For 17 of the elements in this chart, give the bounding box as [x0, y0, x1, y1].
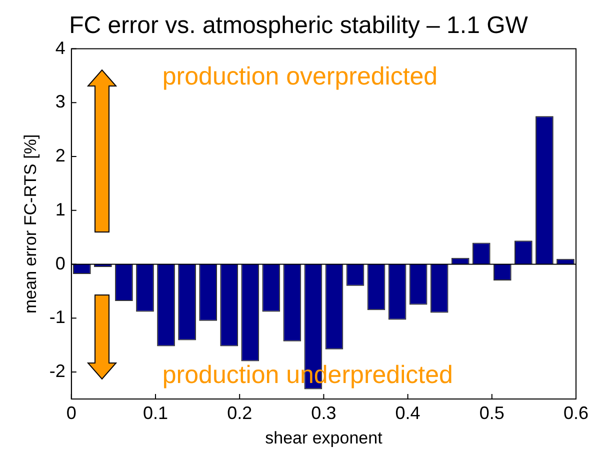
x-tick-label: 0.1: [142, 402, 168, 423]
y-tick-label: 1: [55, 199, 66, 220]
y-tick-label: 2: [55, 146, 66, 166]
y-tick-label: 4: [55, 38, 66, 58]
x-tick-label: 0.2: [227, 402, 252, 423]
x-tick-label: 0.5: [479, 402, 504, 423]
y-tick-label: 0: [55, 253, 66, 274]
x-tick-label: 0.4: [395, 402, 420, 423]
y-axis-title: mean error FC-RTS [%]: [20, 134, 40, 314]
x-tick-label: 0.3: [311, 402, 336, 423]
annotation: production overpredicted: [162, 62, 438, 91]
x-axis-title: shear exponent: [265, 428, 383, 448]
chart-title: FC error vs. atmospheric stability – 1.1 GW: [69, 12, 528, 40]
y-tick-label: -2: [49, 361, 66, 382]
y-tick-label: -1: [49, 307, 66, 328]
y-tick-label: 3: [55, 92, 66, 112]
x-tick-label: 0.6: [563, 402, 589, 423]
